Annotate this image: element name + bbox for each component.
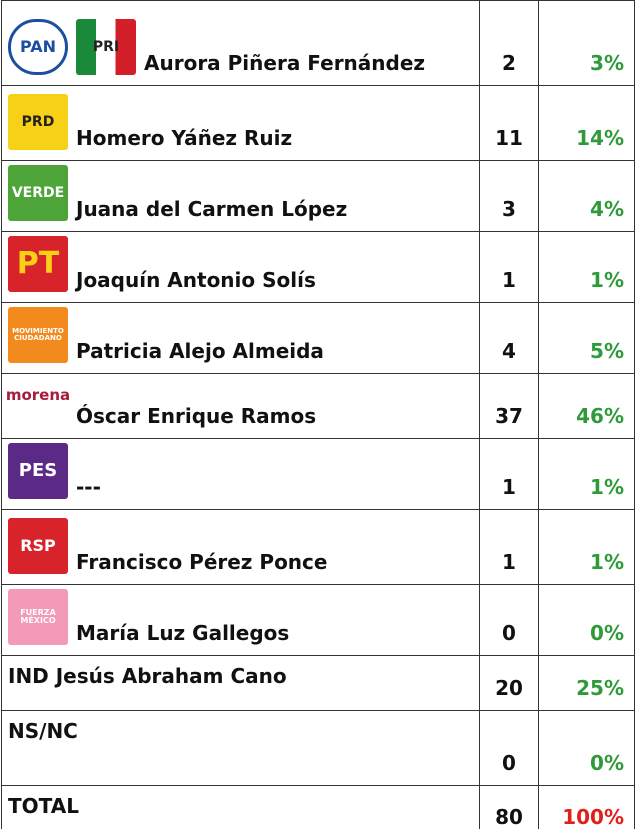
cell: MOVIMIENTO CIUDADANO Patricia Alejo Alme… <box>8 307 473 363</box>
count: 20 <box>479 655 539 711</box>
row: VERDE Juana del Carmen López 3 4% <box>1 160 635 232</box>
cell: morena Óscar Enrique Ramos <box>1 373 480 439</box>
cell: PRD Homero Yáñez Ruiz <box>1 85 480 161</box>
count: 11 <box>479 85 539 161</box>
cell: PT Joaquín Antonio Solís <box>1 231 480 303</box>
row: NS/NC 0 0% <box>1 710 635 786</box>
row: PAN PRI Aurora Piñera Fernández 2 3% <box>1 0 635 86</box>
percent: 46% <box>538 373 635 439</box>
row: PT Joaquín Antonio Solís 1 1% <box>1 231 635 303</box>
candidate-name: Joaquín Antonio Solís <box>76 268 316 292</box>
cell: PRD Homero Yáñez Ruiz <box>8 94 473 150</box>
percent: 1% <box>538 509 635 585</box>
logo: morena <box>5 386 71 404</box>
candidate-name: Juana del Carmen López <box>76 197 348 221</box>
total-label: TOTAL <box>1 785 480 829</box>
candidate-name: Aurora Piñera Fernández <box>144 51 426 75</box>
total-count: 80 <box>479 785 539 829</box>
count: 1 <box>479 231 539 303</box>
percent: 5% <box>538 302 635 374</box>
percent: 25% <box>538 655 635 711</box>
logo: VERDE <box>8 165 68 221</box>
row: IND Jesús Abraham Cano 20 25% <box>1 655 635 711</box>
cell: MOVIMIENTO CIUDADANO Patricia Alejo Alme… <box>1 302 480 374</box>
count: 0 <box>479 710 539 786</box>
percent: 0% <box>538 584 635 656</box>
candidate-name: NS/NC <box>1 710 480 786</box>
logo: PRD <box>8 94 68 150</box>
logo: MOVIMIENTO CIUDADANO <box>8 307 68 363</box>
cell: FUERZA MÉXICO María Luz Gallegos <box>8 589 473 645</box>
row: RSP Francisco Pérez Ponce 1 1% <box>1 509 635 585</box>
percent: 4% <box>538 160 635 232</box>
row: FUERZA MÉXICO María Luz Gallegos 0 0% <box>1 584 635 656</box>
row: morena Óscar Enrique Ramos 37 46% <box>1 373 635 439</box>
percent: 14% <box>538 85 635 161</box>
row: PES --- 1 1% <box>1 438 635 510</box>
logo: PT <box>8 236 68 292</box>
candidate-name: María Luz Gallegos <box>76 621 290 645</box>
candidate-name: --- <box>76 475 101 499</box>
candidate-name: Patricia Alejo Almeida <box>76 339 324 363</box>
total-percent: 100% <box>538 785 635 829</box>
row: TOTAL 80 100% <box>1 785 635 829</box>
count: 1 <box>479 438 539 510</box>
cell: VERDE Juana del Carmen López <box>1 160 480 232</box>
count: 4 <box>479 302 539 374</box>
logo: PES <box>8 443 68 499</box>
percent: 1% <box>538 438 635 510</box>
cell: FUERZA MÉXICO María Luz Gallegos <box>1 584 480 656</box>
count: 37 <box>479 373 539 439</box>
cell: PAN PRI Aurora Piñera Fernández <box>1 0 480 86</box>
count: 2 <box>479 0 539 86</box>
row: MOVIMIENTO CIUDADANO Patricia Alejo Alme… <box>1 302 635 374</box>
cell: PAN PRI Aurora Piñera Fernández <box>8 19 473 75</box>
cell: PES --- <box>1 438 480 510</box>
count: 1 <box>479 509 539 585</box>
count: 0 <box>479 584 539 656</box>
logo: PRI <box>76 19 136 75</box>
cell: PES --- <box>8 443 473 499</box>
candidate-name: IND Jesús Abraham Cano <box>1 655 480 711</box>
row: PRD Homero Yáñez Ruiz 11 14% <box>1 85 635 161</box>
candidate-name: Homero Yáñez Ruiz <box>76 126 293 150</box>
cell: morena Óscar Enrique Ramos <box>5 386 473 429</box>
percent: 1% <box>538 231 635 303</box>
candidate-name: Francisco Pérez Ponce <box>76 550 328 574</box>
percent: 3% <box>538 0 635 86</box>
cell: VERDE Juana del Carmen López <box>8 165 473 221</box>
logo: PAN <box>8 19 68 75</box>
logo: RSP <box>8 518 68 574</box>
cell: PT Joaquín Antonio Solís <box>8 236 473 292</box>
count: 3 <box>479 160 539 232</box>
logo: FUERZA MÉXICO <box>8 589 68 645</box>
cell: RSP Francisco Pérez Ponce <box>1 509 480 585</box>
cell: RSP Francisco Pérez Ponce <box>8 518 473 574</box>
candidate-name: Óscar Enrique Ramos <box>76 404 317 428</box>
percent: 0% <box>538 710 635 786</box>
